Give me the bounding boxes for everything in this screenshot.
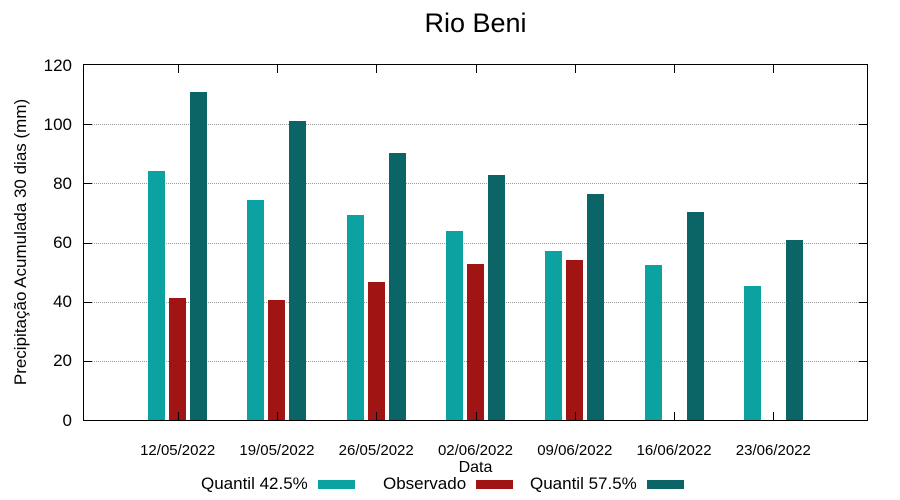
bar-quantil-57.5%	[388, 152, 406, 420]
legend-swatch	[646, 479, 684, 489]
bar-group-19-05-2022	[227, 65, 326, 420]
bar-observado	[466, 264, 484, 420]
gridline-y100	[84, 124, 867, 126]
bar-quantil-42.5%	[445, 230, 463, 420]
x-tick-mark	[177, 412, 179, 420]
x-tick-mark	[475, 412, 477, 420]
bar-quantil-57.5%	[190, 92, 208, 420]
bar-group-26-05-2022	[327, 65, 426, 420]
legend-swatch	[476, 479, 514, 489]
bar-quantil-57.5%	[587, 193, 605, 420]
y-tick-mark	[859, 360, 867, 362]
x-tick-mark	[574, 412, 576, 420]
y-tick-label-40: 40	[53, 292, 72, 312]
bar-observado	[367, 281, 385, 420]
x-tick-label-16-06-2022: 16/06/2022	[636, 442, 712, 459]
y-tick-mark	[84, 301, 92, 303]
bar-group-16-06-2022	[624, 65, 723, 420]
x-tick-label-23-06-2022: 23/06/2022	[735, 442, 811, 459]
gridline-y60	[84, 242, 867, 244]
bar-group-12-05-2022	[128, 65, 227, 420]
x-tick-mark	[773, 412, 775, 420]
bars-layer	[84, 65, 867, 420]
gridline-y80	[84, 183, 867, 185]
x-tick-mark	[276, 412, 278, 420]
x-tick-mark	[276, 65, 278, 73]
legend-label: Quantil 42.5%	[201, 474, 308, 493]
x-tick-mark	[574, 65, 576, 73]
legend-entry-quantil-57.5%: Quantil 57.5%	[530, 474, 684, 494]
y-tick-label-100: 100	[43, 114, 72, 134]
x-axis-label: Data	[458, 459, 493, 476]
bar-quantil-57.5%	[487, 174, 505, 420]
x-tick-mark	[376, 65, 378, 73]
bar-quantil-42.5%	[743, 286, 761, 420]
bar-quantil-42.5%	[644, 264, 662, 420]
bar-quantil-57.5%	[785, 240, 803, 420]
legend-label: Observado	[383, 474, 467, 493]
x-tick-labels: 12/05/2022 19/05/2022 26/05/2022 02/06/2022…	[84, 442, 867, 459]
bar-quantil-42.5%	[545, 250, 563, 420]
x-tick-mark	[674, 65, 676, 73]
y-tick-label-0: 0	[62, 410, 72, 430]
bar-group-09-06-2022	[525, 65, 624, 420]
plot-area	[83, 64, 868, 421]
y-tick-label-20: 20	[53, 351, 72, 371]
bar-observado	[566, 260, 584, 420]
x-tick-label-12-05-2022: 12/05/2022	[140, 442, 216, 459]
x-tick-label-19-05-2022: 19/05/2022	[239, 442, 315, 459]
x-tick-mark	[177, 65, 179, 73]
x-tick-mark	[674, 412, 676, 420]
y-tick-mark	[84, 360, 92, 362]
x-tick-label-09-06-2022: 09/06/2022	[537, 442, 613, 459]
bar-quantil-57.5%	[289, 120, 307, 420]
x-tick-label-26-05-2022: 26/05/2022	[338, 442, 414, 459]
bar-quantil-42.5%	[247, 200, 265, 420]
legend-swatch	[317, 479, 355, 489]
y-tick-mark	[859, 301, 867, 303]
y-tick-mark	[859, 183, 867, 185]
bar-group-02-06-2022	[426, 65, 525, 420]
chart-title: Rio Beni	[424, 8, 527, 38]
bar-group-23-06-2022	[724, 65, 823, 420]
y-tick-label-80: 80	[53, 173, 72, 193]
legend-entry-observado: Observado	[383, 474, 514, 494]
bar-quantil-57.5%	[686, 212, 704, 420]
y-tick-mark	[859, 242, 867, 244]
bar-quantil-42.5%	[148, 170, 166, 420]
bar-quantil-42.5%	[346, 215, 364, 420]
y-tick-mark	[84, 124, 92, 126]
y-tick-mark	[84, 242, 92, 244]
y-tick-mark	[859, 124, 867, 126]
y-tick-mark	[84, 183, 92, 185]
legend-entry-quantil-42.5%: Quantil 42.5%	[201, 474, 355, 494]
x-tick-mark	[773, 65, 775, 73]
bar-observado	[268, 300, 286, 420]
bar-observado	[169, 297, 187, 420]
y-tick-label-120: 120	[43, 55, 72, 75]
x-tick-mark	[475, 65, 477, 73]
x-tick-mark	[376, 412, 378, 420]
legend-label: Quantil 57.5%	[530, 474, 637, 493]
y-tick-label-60: 60	[53, 233, 72, 252]
x-tick-label-02-06-2022: 02/06/2022	[437, 442, 514, 459]
